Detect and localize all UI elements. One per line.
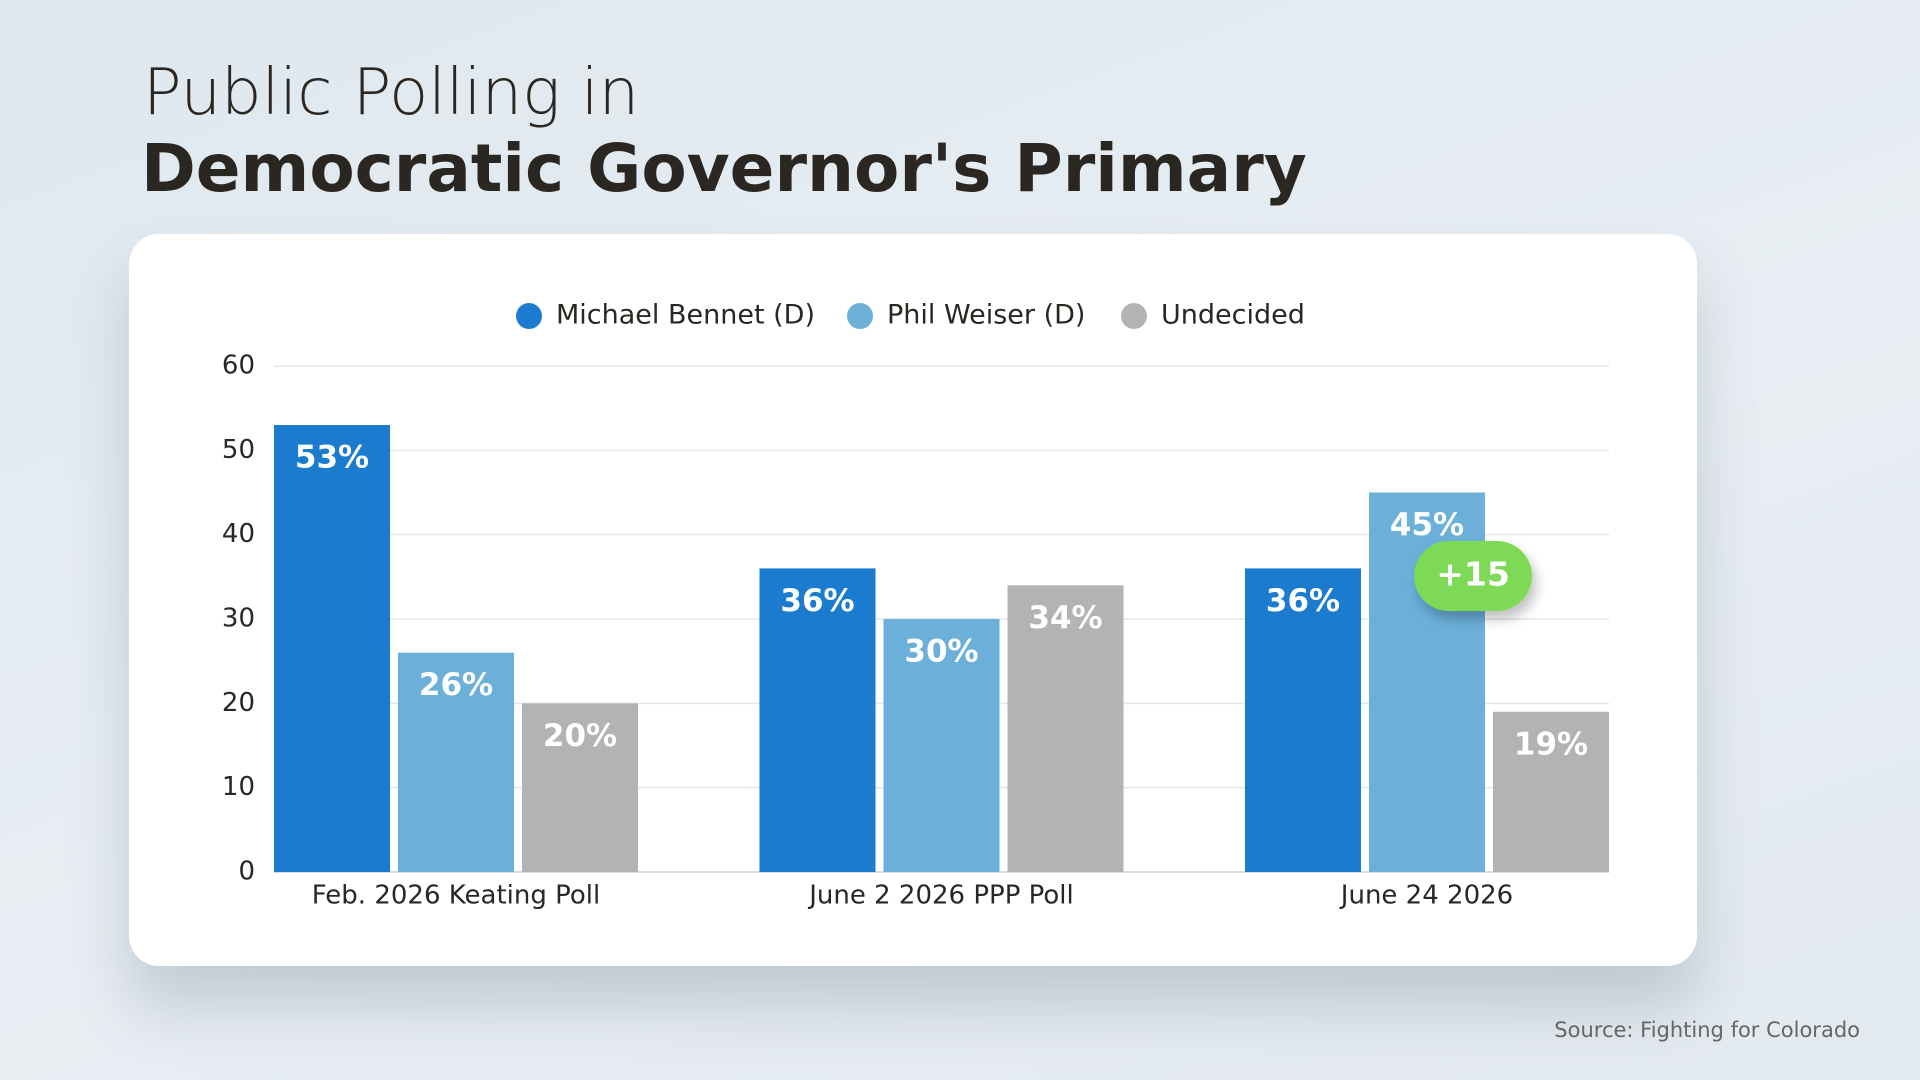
legend-swatch xyxy=(847,303,873,329)
y-tick-label: 20 xyxy=(222,688,255,718)
annotation-text: +15 xyxy=(1436,555,1510,594)
data-label: 53% xyxy=(295,440,369,476)
bar xyxy=(1007,585,1124,872)
title-line-1: Public Polling in xyxy=(143,56,640,130)
bar xyxy=(274,425,390,872)
data-label: 26% xyxy=(419,667,493,703)
y-tick-label: 40 xyxy=(222,519,255,549)
legend-label: Phil Weiser (D) xyxy=(887,300,1085,331)
y-tick-label: 10 xyxy=(222,772,255,802)
legend-label: Michael Bennet (D) xyxy=(556,300,815,331)
data-label: 30% xyxy=(904,634,978,670)
y-tick-label: 30 xyxy=(222,604,255,634)
data-label: 36% xyxy=(1266,583,1340,619)
x-tick-label: Feb. 2026 Keating Poll xyxy=(312,881,600,911)
y-tick-label: 60 xyxy=(222,351,255,381)
legend-swatch xyxy=(1121,303,1147,329)
legend-label: Undecided xyxy=(1161,300,1305,331)
bar xyxy=(759,568,876,872)
x-tick-label: June 24 2026 xyxy=(1339,881,1513,911)
bar xyxy=(398,652,514,872)
data-label: 34% xyxy=(1028,600,1102,636)
data-label: 45% xyxy=(1390,507,1464,543)
bar xyxy=(1493,711,1609,872)
bar xyxy=(1245,568,1361,872)
bar xyxy=(883,619,1000,872)
bar xyxy=(522,703,638,872)
x-tick-label: June 2 2026 PPP Poll xyxy=(807,881,1074,911)
y-tick-label: 0 xyxy=(238,857,255,887)
legend-swatch xyxy=(516,303,542,329)
title-line-2: Democratic Governor's Primary xyxy=(141,130,1307,207)
data-label: 20% xyxy=(543,718,617,754)
y-tick-label: 50 xyxy=(222,435,255,465)
data-label: 36% xyxy=(780,583,854,619)
source: Source: Fighting for Colorado xyxy=(1554,1018,1860,1042)
data-label: 19% xyxy=(1514,726,1588,762)
annotation-pill xyxy=(1414,541,1532,611)
